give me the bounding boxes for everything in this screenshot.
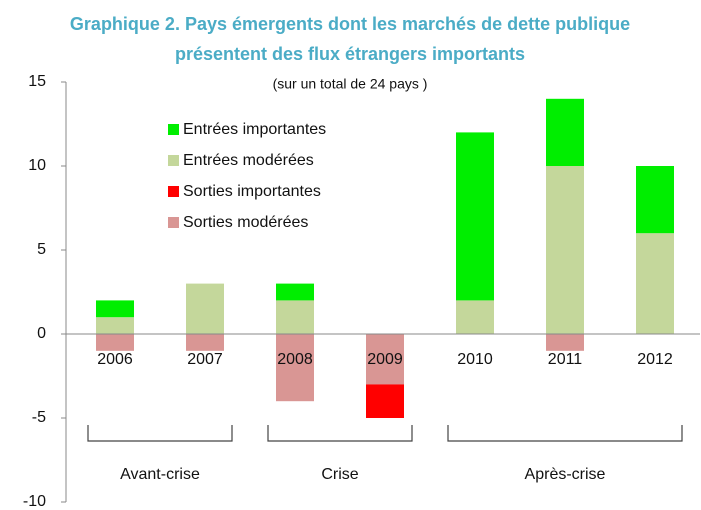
bar-segment (636, 166, 674, 234)
bar-segment (96, 317, 134, 334)
bar-segment (546, 166, 584, 334)
legend-label: Sorties modérées (183, 214, 308, 231)
group-bracket (267, 425, 413, 442)
group-bracket (87, 425, 233, 442)
bar-segment (276, 283, 314, 301)
x-tick-label: 2010 (457, 351, 493, 368)
y-tick-label: 0 (37, 325, 46, 342)
legend-swatch (168, 217, 179, 228)
y-tick-label: -10 (23, 493, 46, 510)
legend-label: Sorties importantes (183, 183, 321, 200)
x-tick-label: 2009 (367, 351, 403, 368)
bar-segment (456, 300, 494, 334)
bar-segment (366, 334, 404, 385)
x-tick-label: 2008 (277, 351, 313, 368)
x-tick-label: 2006 (97, 351, 133, 368)
bar-segment (546, 334, 584, 351)
group-label: Avant-crise (120, 466, 200, 483)
legend-swatch (168, 186, 179, 197)
x-tick-label: 2012 (637, 351, 673, 368)
bar-segment (276, 300, 314, 334)
group-bracket (447, 425, 683, 442)
y-tick-label: 10 (28, 157, 46, 174)
chart-title: présentent des flux étrangers importants (175, 44, 525, 64)
bar-segment (96, 300, 134, 318)
y-tick-label: -5 (32, 409, 46, 426)
bar-segment (186, 334, 224, 351)
legend-swatch (168, 155, 179, 166)
x-tick-label: 2007 (187, 351, 223, 368)
bar-segment (456, 132, 494, 301)
bar-segment (186, 283, 224, 334)
bar-segment (636, 233, 674, 334)
group-label: Après-crise (525, 466, 606, 483)
group-label: Crise (321, 466, 358, 483)
bar-segment (546, 98, 584, 166)
y-tick-label: 15 (28, 73, 46, 90)
chart-title: Graphique 2. Pays émergents dont les mar… (70, 14, 630, 34)
bar-segment (366, 384, 404, 418)
legend-swatch (168, 124, 179, 135)
legend-label: Entrées importantes (183, 121, 326, 138)
chart-subtitle: (sur un total de 24 pays ) (273, 76, 428, 92)
legend-label: Entrées modérées (183, 152, 314, 169)
y-tick-label: 5 (37, 241, 46, 258)
x-tick-label: 2011 (548, 351, 583, 368)
bar-segment (96, 334, 134, 351)
bar-segment (276, 334, 314, 402)
